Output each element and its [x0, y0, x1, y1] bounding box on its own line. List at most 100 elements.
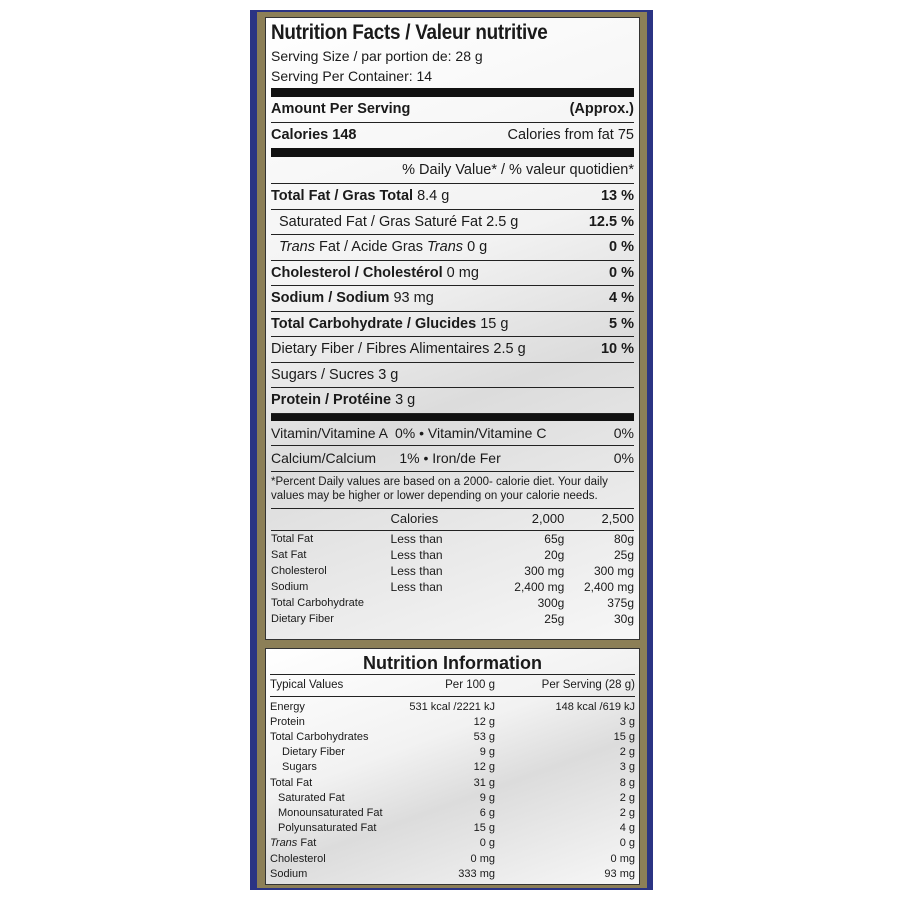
- vitamin-right: 0%: [613, 424, 634, 441]
- cell: Cholesterol: [271, 565, 327, 577]
- nutrient-row: Sodium / Sodium 93 mg 4 %: [271, 286, 634, 312]
- cell: 375g: [607, 596, 634, 610]
- cell: 0 g: [479, 837, 495, 850]
- cell: [391, 595, 485, 611]
- amount-per-serving-row: Amount Per Serving (Approx.): [271, 97, 634, 123]
- cell: 12 g: [473, 761, 495, 774]
- info-row: Total Carbohydrates 53 g 15 g: [270, 730, 635, 745]
- facts-title: Nutrition Facts / Valeur nutritive: [271, 21, 548, 44]
- calories: Calories 148: [271, 127, 357, 144]
- nutrient-amount: 0 g: [467, 239, 488, 256]
- nutrient-name: Total Carbohydrate / Glucides: [271, 315, 477, 332]
- info-header: Typical Values Per 100 g Per Serving (28 g…: [270, 675, 635, 697]
- cell: 53 g: [473, 730, 495, 743]
- info-row: Cholesterol 0 mg 0 mg: [270, 852, 635, 867]
- cell: Less than: [390, 564, 443, 578]
- nutrient-name: Protein / Protéine: [271, 392, 392, 409]
- cell: 4 g: [619, 822, 635, 835]
- nutrient-row: Total Carbohydrate / Glucides 15 g 5 %: [271, 312, 634, 337]
- column-header: Calories: [390, 508, 485, 531]
- cell: Protein: [270, 715, 305, 728]
- nutrient-amount: 15 g: [480, 315, 509, 332]
- cell: 531 kcal /2221 kJ: [409, 700, 495, 713]
- column-header: Per 100 g: [390, 675, 495, 697]
- column-header: 2,500: [564, 508, 634, 531]
- nutrient-label: Total Carbohydrate / Glucides 15 g: [271, 316, 508, 332]
- divider: [271, 88, 634, 97]
- nutrient-row: Dietary Fiber / Fibres Alimentaires 2.5 …: [271, 337, 634, 363]
- cell: Saturated Fat: [278, 791, 345, 804]
- cell: 148 kcal /619 kJ: [555, 700, 636, 713]
- nutrient-row: Trans Fat / Acide Gras Trans 0 g 0 %: [271, 235, 634, 261]
- column-header: 2,000: [484, 508, 565, 531]
- cell: 25g: [544, 612, 565, 626]
- info-row: Total Fat 31 g 8 g: [270, 776, 635, 791]
- cell: 0 mg: [610, 852, 635, 865]
- nutrient-list: Total Fat / Gras Total 8.4 g 13 % Saturate…: [271, 184, 634, 414]
- nutrient-amount: 3 g: [395, 392, 416, 409]
- vitamin-row: Calcium/Calcium 1% • Iron/de Fer 0%: [271, 446, 634, 472]
- nutrient-label: Total Fat / Gras Total 8.4 g: [271, 188, 449, 204]
- nutrient-amount: 0 mg: [446, 264, 479, 281]
- cell: 20g: [544, 548, 565, 562]
- cell: Less than: [390, 532, 443, 546]
- cell: Sodium: [270, 867, 308, 880]
- nutrient-dv: 5 %: [609, 315, 634, 332]
- cell: Total Carbohydrate: [271, 597, 364, 609]
- nutrient-dv: 0 %: [609, 239, 634, 256]
- cell: Less than: [390, 580, 443, 594]
- dv-row: Cholesterol Less than 300 mg 300 mg: [271, 563, 634, 579]
- cell: 2 g: [619, 746, 635, 759]
- cell: 8 g: [619, 776, 635, 789]
- nutrient-dv: 0 %: [609, 264, 634, 281]
- cell: Total Fat: [271, 533, 314, 545]
- nutrient-row: Saturated Fat / Gras Saturé Fat 2.5 g 12.…: [271, 210, 634, 235]
- nutrient-amount: 93 mg: [393, 290, 434, 307]
- nutrient-name: Total Fat / Gras Total: [271, 188, 414, 205]
- amount-label: Amount Per Serving: [271, 101, 411, 118]
- servings-per-container: Serving Per Container: 14: [271, 68, 433, 84]
- cell: 25g: [613, 548, 634, 562]
- cell: Monounsaturated Fat: [278, 806, 383, 819]
- vitamin-list: Vitamin/Vitamine A 0% • Vitamin/Vitamine…: [271, 421, 634, 472]
- cell: 0 mg: [470, 852, 495, 865]
- cell: 80g: [613, 532, 634, 546]
- nutrient-dv: 12.5 %: [588, 213, 634, 230]
- cell: [391, 611, 485, 627]
- nutrient-name: Sugars / Sucres: [271, 366, 375, 383]
- column-header: [271, 508, 391, 531]
- nutrient-row: Total Fat / Gras Total 8.4 g 13 %: [271, 184, 634, 210]
- footnote: *Percent Daily values are based on a 200…: [271, 472, 634, 509]
- nutrition-facts-panel: Nutrition Facts / Valeur nutritive Servi…: [265, 17, 640, 640]
- cell: Sodium: [271, 581, 309, 593]
- calories-row: Calories 148 Calories from fat 75: [271, 123, 634, 149]
- approx-label: (Approx.): [569, 101, 634, 118]
- cell: Dietary Fiber: [282, 746, 345, 759]
- cell: 3 g: [619, 761, 635, 774]
- cell: Trans Fat: [270, 837, 317, 850]
- nutrient-row: Cholesterol / Cholestérol 0 mg 0 %: [271, 261, 634, 286]
- nutrient-name: Sodium / Sodium: [271, 290, 390, 307]
- nutrient-row: Protein / Protéine 3 g: [271, 388, 634, 414]
- dv-row: Dietary Fiber 25g 30g: [271, 611, 634, 627]
- nutrient-name: Cholesterol / Cholestérol: [271, 264, 443, 281]
- calories-from-fat: Calories from fat 75: [507, 127, 634, 144]
- nutrient-dv: 4 %: [609, 290, 634, 307]
- trans-italic: Trans: [279, 239, 315, 256]
- cell: 65g: [544, 532, 565, 546]
- nutrient-name: Fat / Acide Gras: [319, 239, 423, 256]
- column-header: Typical Values: [270, 675, 390, 697]
- info-row: Sodium 333 mg 93 mg: [270, 867, 635, 882]
- nutrient-amount: 2.5 g: [486, 213, 519, 230]
- cell: 31 g: [473, 776, 495, 789]
- info-row: Saturated Fat 9 g 2 g: [270, 791, 635, 806]
- nutrient-dv: 13 %: [600, 188, 634, 205]
- info-row: Polyunsaturated Fat 15 g 4 g: [270, 821, 635, 836]
- nutrient-name: Saturated Fat / Gras Saturé Fat: [279, 213, 483, 230]
- cell: 6 g: [479, 806, 495, 819]
- vitamin-left: Calcium/Calcium 1% • Iron/de Fer: [271, 450, 501, 467]
- dv-row: Total Fat Less than 65g 80g: [271, 531, 634, 548]
- nutrient-amount: 2.5 g: [493, 341, 526, 358]
- trans-italic: Trans: [427, 239, 464, 256]
- nutrient-row: Sugars / Sucres 3 g: [271, 363, 634, 388]
